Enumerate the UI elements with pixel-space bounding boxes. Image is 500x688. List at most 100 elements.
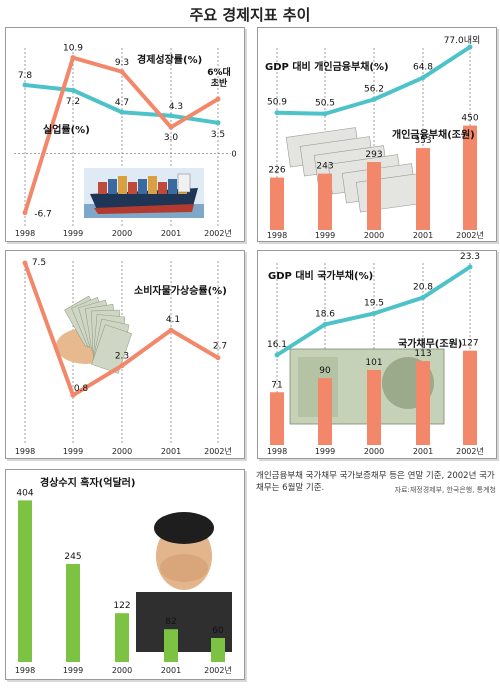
chart-svg: 7.5 0.8 2.3 4.1 2.7 소비자물가상승률(%) 1998 1999 2000 20… [15,258,232,456]
legend-label-household-debt: 개인금융부채(조원) [392,128,475,141]
point-growth [70,55,76,61]
container [108,179,117,194]
series-line-household-debt-ratio [276,45,472,116]
point-cpi [70,392,76,398]
container [128,182,137,194]
legend-label-current-account: 경상수지 흑자(억달러) [40,476,135,489]
x-tick-label: 2000 [112,447,132,456]
x-tick-label: 2002년 [456,446,484,456]
data-label-growth: 9.3 [115,58,129,68]
point-national-debt-ratio [467,264,473,270]
point-unemployment [22,82,28,88]
zero-label: 0 [231,150,236,159]
bar-household-debt [416,148,430,230]
worried-man-illustration [136,512,232,652]
x-tick-label: 1998 [15,447,35,456]
x-tick-label: 2000 [112,666,132,675]
data-label-national-debt-ratio: 23.3 [460,252,480,262]
bar-value-label: 82 [165,617,176,627]
footnote: 개인금융부채 국가채무 국가보증채무 등은 연말 기준, 2002년 국가채무는… [256,471,495,493]
x-tick-label: 2001 [161,229,181,238]
data-label-cpi: 7.5 [32,258,46,268]
legend-label-household-debt-ratio: GDP 대비 개인금융부채(%) [265,60,389,73]
legend-label-unemployment: 실업률(%) [43,123,90,136]
data-label-cpi: 2.3 [115,352,129,362]
hair [154,512,214,544]
bar-current-account [211,638,225,662]
x-tick-label: 1999 [315,447,335,456]
ship-hull-red [94,204,194,214]
data-label-cpi: 0.8 [74,384,89,394]
hands [160,554,208,582]
x-tick-label: 1999 [63,666,83,675]
bar-value-label: 226 [268,166,285,176]
bar-value-label: 450 [461,114,478,124]
bar-value-label: 71 [271,380,282,390]
bar-value-label: 127 [461,339,478,349]
bar-value-label: 245 [64,552,81,562]
data-label-household-debt-ratio: 56.2 [364,84,384,94]
point-growth [22,210,28,216]
x-tick-label: 2002년 [204,665,232,675]
legend-label-national-debt: 국가채무(조원) [398,337,462,350]
point-household-debt-ratio [467,44,473,50]
cargo-ship-illustration [84,168,204,218]
x-tick-label: 1998 [267,231,287,240]
bar-household-debt [367,162,381,230]
bar-household-debt [463,125,477,230]
container [168,179,177,194]
data-label-growth: 6%대 [207,66,231,78]
bar-national-debt [270,392,284,445]
banknote [91,324,133,374]
point-cpi [215,355,221,361]
bar-value-label: 101 [365,358,382,368]
data-label-unemployment: 4.3 [169,102,183,112]
x-tick-label: 2001 [413,447,433,456]
point-national-debt-ratio [274,352,280,358]
container [98,182,107,194]
x-tick-label: 1999 [63,447,83,456]
bar-value-label: 113 [414,349,431,359]
x-tick-label: 2000 [364,447,384,456]
data-label-household-debt-ratio: 50.9 [267,98,287,108]
point-household-debt-ratio [371,96,377,102]
data-label-household-debt-ratio: 50.5 [315,99,335,109]
point-unemployment [119,109,125,115]
x-tick-label: 2001 [413,231,433,240]
data-label-national-debt-ratio: 19.5 [364,298,384,308]
chart-svg: 71 90 101 113 127 16.1 18.6 19.5 20.8 23.3 GDP 대비 … [267,252,484,456]
bar-value-label: 90 [319,366,331,376]
bar-national-debt [463,350,477,445]
bar-current-account [18,500,32,662]
x-tick-label: 2002년 [204,446,232,456]
bar-household-debt [318,173,332,230]
chart-svg: 226 243 293 353 450 50.9 50.5 56.2 64.8 77.0내외 GDP… [265,34,484,240]
x-tick-label: 2002년 [456,230,484,240]
chart-panel-national-debt: 71 90 101 113 127 16.1 18.6 19.5 20.8 23.3 GDP 대비 … [257,250,497,459]
point-household-debt-ratio [274,110,280,116]
data-label-growth: -6.7 [34,210,52,220]
chart-panel-growth-unemployment: 0 -6.7 10.9 9.3 3.0 6%대 초반 7.8 7.2 4.7 4.3 3.5 경제성장률… [5,27,245,242]
point-cpi [119,363,125,369]
bar-national-debt [367,369,381,445]
data-label-national-debt-ratio: 16.1 [267,340,287,350]
x-tick-label: 1999 [63,229,83,238]
x-tick-label: 2001 [161,666,181,675]
data-label-growth: 3.0 [164,133,179,143]
data-label-unemployment: 3.5 [211,130,225,140]
data-label-household-debt-ratio: 64.8 [413,63,433,73]
ship-bridge [177,173,191,193]
x-tick-label: 1999 [315,231,335,240]
chart-panel-current-account: 404 245 122 82 60 경상수지 흑자(억달러) 1998 1999 2000 200… [5,469,245,680]
x-tick-label: 1998 [15,666,35,675]
point-household-debt-ratio [322,111,328,117]
container [118,176,127,194]
point-national-debt-ratio [322,321,328,327]
point-household-debt-ratio [420,75,426,81]
point-national-debt-ratio [420,295,426,301]
point-growth [168,124,174,130]
data-label-cpi: 2.7 [213,342,227,352]
legend-label-growth: 경제성장률(%) [137,53,202,66]
chart-svg: 0 -6.7 10.9 9.3 3.0 6%대초반 7.8 7.2 4.7 4.3 3.5 경제성장률… [14,44,237,238]
bar-value-label: 404 [16,488,33,498]
